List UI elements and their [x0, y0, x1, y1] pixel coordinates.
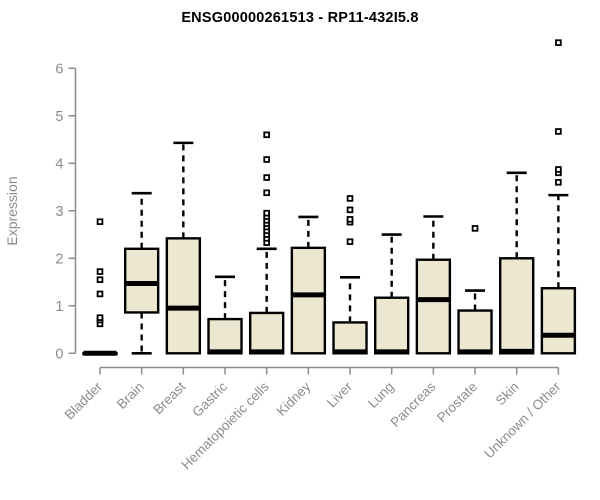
x-tick-label-lung: Lung — [365, 379, 397, 411]
outlier-bladder — [96, 268, 104, 275]
outlier-unknown-other — [555, 39, 562, 46]
y-tick-label: 0 — [55, 346, 63, 362]
x-tick-label-gastric: Gastric — [189, 379, 230, 420]
box-gastric — [207, 317, 243, 355]
y-tick-label: 6 — [55, 61, 63, 77]
x-tick-label-skin: Skin — [493, 379, 522, 408]
outlier-bladder — [96, 276, 104, 283]
outlier-hematopoietic-cells — [263, 209, 270, 217]
outlier-hematopoietic-cells — [263, 156, 270, 163]
x-tick-label-pancreas: Pancreas — [388, 379, 439, 430]
y-tick-label: 3 — [55, 204, 63, 220]
x-tick-label-unknown-other: Unknown / Other — [481, 379, 564, 462]
outlier-liver — [346, 206, 354, 214]
x-tick-label-breast: Breast — [150, 379, 188, 417]
x-tick-label-kidney: Kidney — [274, 379, 314, 419]
outlier-unknown-other — [555, 166, 562, 173]
chart-title: ENSG00000261513 - RP11-432I5.8 — [181, 10, 419, 26]
box-brain — [123, 247, 160, 314]
outlier-bladder — [96, 290, 104, 298]
outlier-liver — [346, 195, 354, 202]
y-tick-label: 1 — [55, 299, 63, 315]
box-unknown-other — [540, 287, 577, 355]
outlier-unknown-other — [555, 178, 562, 186]
box-prostate — [457, 309, 493, 355]
outlier-hematopoietic-cells — [263, 189, 270, 197]
outlier-hematopoietic-cells — [263, 131, 270, 139]
outlier-liver — [346, 216, 354, 223]
outlier-unknown-other — [555, 128, 562, 135]
y-tick-label: 2 — [55, 251, 63, 267]
x-tick-label-bladder: Bladder — [62, 379, 106, 423]
outlier-liver — [346, 238, 354, 245]
box-hematopoietic-cells — [248, 311, 285, 355]
x-tick-label-prostate: Prostate — [434, 379, 480, 425]
x-tick-label-liver: Liver — [324, 379, 356, 411]
box-skin — [499, 257, 535, 355]
box-pancreas — [415, 258, 452, 355]
outlier-hematopoietic-cells — [263, 174, 270, 181]
box-liver — [332, 321, 368, 355]
box-breast — [165, 237, 202, 355]
y-tick-label: 5 — [55, 109, 63, 125]
outlier-prostate — [471, 225, 479, 232]
outlier-bladder — [96, 218, 104, 226]
y-tick-label: 4 — [55, 156, 63, 172]
x-tick-label-brain: Brain — [114, 379, 147, 412]
box-lung — [373, 296, 410, 355]
outlier-bladder — [96, 314, 104, 321]
box-kidney — [290, 246, 327, 355]
